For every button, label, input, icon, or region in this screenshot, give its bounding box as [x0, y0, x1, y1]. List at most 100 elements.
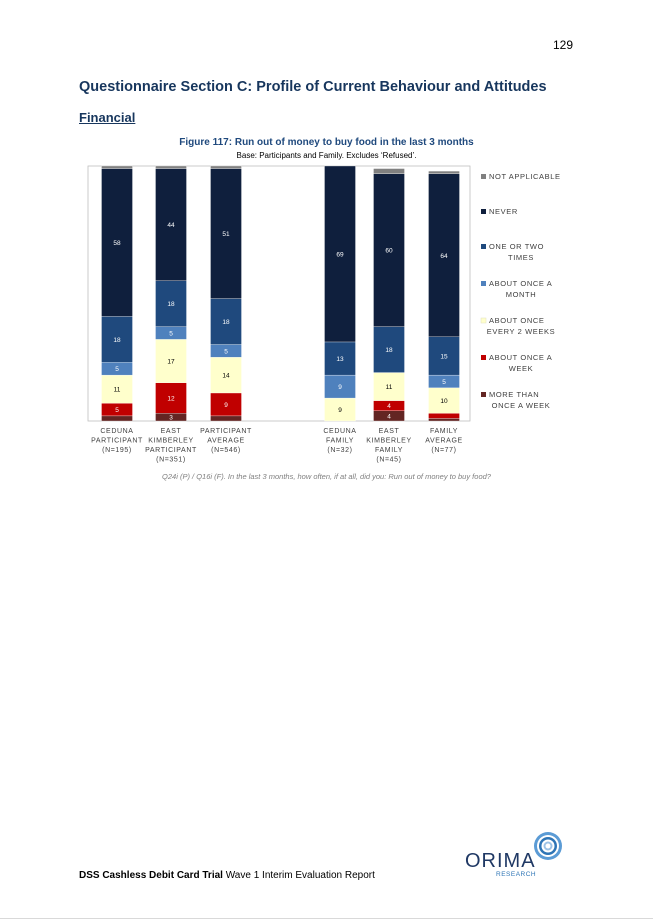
- bar-segment: [155, 168, 187, 281]
- category-label: (N=546): [211, 447, 241, 454]
- footer-report-bold: DSS Cashless Debit Card Trial: [79, 870, 223, 881]
- data-label: 12: [167, 396, 175, 403]
- legend-label: WEEK: [509, 364, 534, 373]
- category-label: FAMILY: [375, 447, 403, 454]
- data-label: 18: [222, 319, 230, 326]
- legend-swatch: [481, 244, 486, 249]
- data-label: 5: [169, 331, 173, 338]
- bar-segment: [101, 165, 133, 169]
- bar-segment: [428, 413, 460, 419]
- legend-swatch: [481, 174, 486, 179]
- data-label: 51: [222, 231, 230, 238]
- subsection-heading: Financial: [79, 110, 136, 125]
- data-label: 64: [440, 253, 448, 260]
- category-label: PARTICIPANT: [200, 428, 252, 435]
- bar-segment: [155, 280, 187, 327]
- data-label: 5: [442, 379, 446, 386]
- bar-segment: [210, 298, 242, 345]
- data-label: 5: [115, 366, 119, 373]
- bar-segment: [210, 357, 242, 394]
- legend-label: ABOUT ONCE A: [489, 279, 552, 288]
- data-label: 69: [336, 251, 344, 258]
- category-label: (N=32): [327, 447, 352, 454]
- bar-segment: [428, 336, 460, 376]
- legend-swatch: [481, 281, 486, 286]
- bar-segment: [101, 415, 133, 422]
- data-label: 13: [336, 356, 344, 363]
- legend-label: ABOUT ONCE: [489, 316, 544, 325]
- category-label: CEDUNA: [323, 428, 356, 435]
- plot-area-frame: [87, 165, 471, 422]
- category-label: PARTICIPANT: [91, 438, 143, 445]
- data-label: 58: [113, 240, 121, 247]
- data-label: 11: [114, 387, 121, 394]
- data-label: 60: [385, 248, 393, 255]
- data-label: 14: [222, 373, 230, 380]
- data-label: 4: [387, 403, 391, 410]
- legend-swatch: [481, 392, 486, 397]
- bar-segment: [373, 168, 405, 174]
- data-label: 15: [440, 353, 448, 360]
- bar-segment: [210, 415, 242, 422]
- legend-swatch: [480, 317, 487, 324]
- category-label: (N=77): [431, 447, 456, 454]
- page-number: 129: [552, 38, 573, 52]
- data-label: 9: [224, 402, 228, 409]
- logo-wordmark: ORIMA: [465, 850, 536, 872]
- bar-segment: [210, 165, 242, 169]
- bar-segment: [428, 173, 460, 337]
- category-label: (N=351): [156, 457, 186, 464]
- bar-segment: [373, 326, 405, 373]
- bar-segment: [155, 165, 187, 169]
- legend-label: NEVER: [489, 207, 518, 216]
- footer-report-title: DSS Cashless Debit Card Trial Wave 1 Int…: [79, 870, 375, 881]
- data-label: 18: [113, 337, 121, 344]
- data-label: 4: [387, 413, 391, 420]
- legend-label: TIMES: [508, 253, 534, 262]
- data-label: 17: [167, 359, 175, 366]
- category-label: CEDUNA: [100, 428, 133, 435]
- legend-label: ONE OR TWO: [489, 242, 544, 251]
- question-caption: Q24i (P) / Q16i (F). In the last 3 month…: [162, 472, 491, 481]
- bottom-rule: [0, 918, 653, 919]
- legend-label: MORE THAN: [489, 390, 539, 399]
- data-label: 10: [440, 398, 448, 405]
- bar-segment: [324, 341, 356, 376]
- bar-segment: [324, 165, 356, 343]
- logo-rings-icon: [534, 832, 562, 860]
- data-label: 18: [167, 301, 175, 308]
- data-label: 11: [386, 384, 393, 391]
- category-label: AVERAGE: [207, 438, 245, 445]
- category-label: KIMBERLEY: [366, 438, 411, 445]
- legend-label: ONCE A WEEK: [492, 401, 551, 410]
- bar-segment: [373, 173, 405, 327]
- data-label: 18: [385, 347, 393, 354]
- data-label: 9: [338, 384, 342, 391]
- data-label: 9: [338, 407, 342, 414]
- stacked-bar-chart: 51151858CEDUNAPARTICIPANT(N=195)31217518…: [87, 165, 561, 464]
- legend-label: EVERY 2 WEEKS: [487, 327, 555, 336]
- data-label: 5: [115, 407, 119, 414]
- data-label: 44: [167, 222, 175, 229]
- category-label: FAMILY: [430, 428, 458, 435]
- legend-label: NOT APPLICABLE: [489, 172, 561, 181]
- category-label: KIMBERLEY: [148, 438, 193, 445]
- category-label: PARTICIPANT: [145, 447, 197, 454]
- legend-swatch: [481, 355, 486, 360]
- category-label: EAST: [161, 428, 182, 435]
- legend-label: ABOUT ONCE A: [489, 353, 552, 362]
- bar-segment: [101, 316, 133, 363]
- category-label: (N=45): [376, 457, 401, 464]
- category-label: EAST: [379, 428, 400, 435]
- bar-segment: [155, 382, 187, 414]
- legend-swatch: [481, 209, 486, 214]
- logo-subtext: RESEARCH: [496, 871, 536, 878]
- section-heading: Questionnaire Section C: Profile of Curr…: [79, 79, 547, 95]
- category-label: (N=195): [102, 447, 132, 454]
- category-label: FAMILY: [326, 438, 354, 445]
- figure-title: Figure 117: Run out of money to buy food…: [179, 137, 474, 148]
- bar-segment: [428, 387, 460, 414]
- footer-report-rest: Wave 1 Interim Evaluation Report: [222, 870, 375, 881]
- legend-label: MONTH: [506, 290, 537, 299]
- figure-base-note: Base: Participants and Family. Excludes …: [236, 151, 417, 160]
